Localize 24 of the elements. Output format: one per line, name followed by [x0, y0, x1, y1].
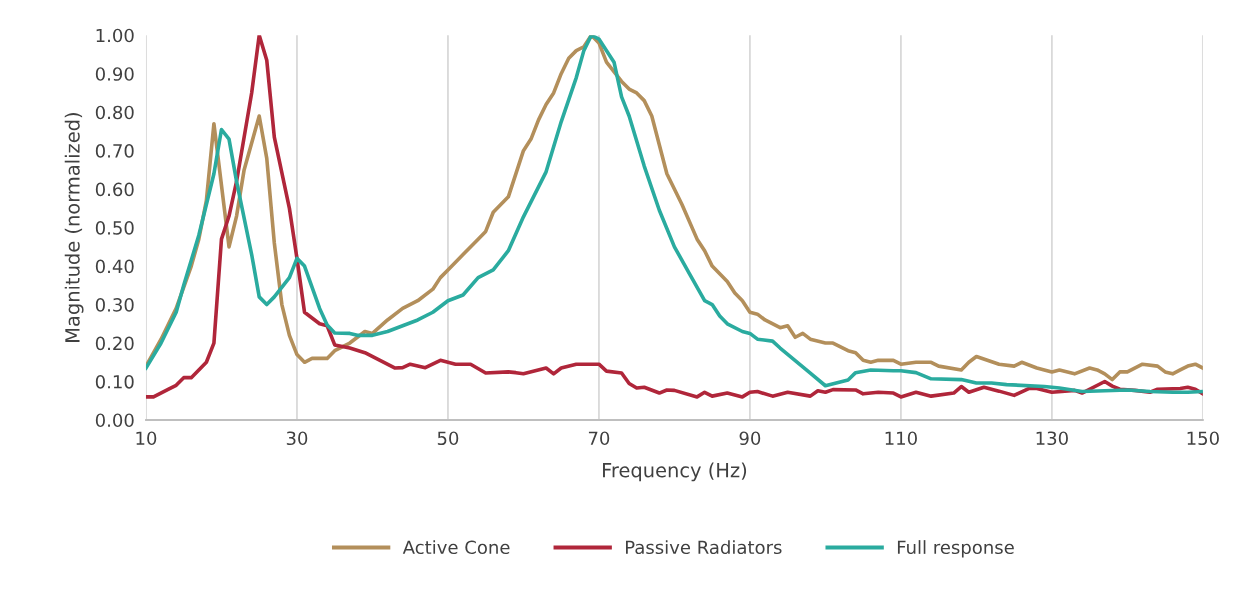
x-tick-label: 50 [437, 431, 459, 446]
y-tick-label: 0.20 [95, 336, 134, 351]
x-tick-label: 30 [286, 431, 308, 446]
x-tick-label: 150 [1187, 431, 1219, 446]
x-axis-title: Frequency (Hz) [603, 462, 747, 482]
x-tick-label: 70 [588, 431, 610, 446]
y-tick-label: 0.00 [95, 413, 134, 428]
x-tick-label: 10 [136, 431, 157, 446]
y-tick-label: 0.30 [95, 298, 134, 312]
y-tick-label: 0.40 [95, 259, 134, 274]
legend-label: Active Cone [402, 540, 510, 555]
y-tick-label: 0.90 [95, 67, 134, 81]
legend-label: Passive Radiators [626, 540, 782, 555]
x-tick-label: 130 [1036, 431, 1068, 446]
y-tick-label: 1.00 [96, 28, 134, 43]
legend-label: Full response [897, 540, 1014, 558]
x-tick-label: 110 [885, 431, 917, 446]
x-tick-label: 90 [739, 431, 761, 446]
y-axis-title: Magnitude (normalized) [64, 113, 84, 342]
y-tick-label: 0.80 [95, 105, 134, 120]
y-tick-label: 0.10 [95, 374, 134, 389]
y-tick-label: 0.50 [95, 221, 134, 235]
y-tick-label: 0.70 [95, 144, 134, 158]
y-tick-label: 0.60 [95, 182, 134, 197]
